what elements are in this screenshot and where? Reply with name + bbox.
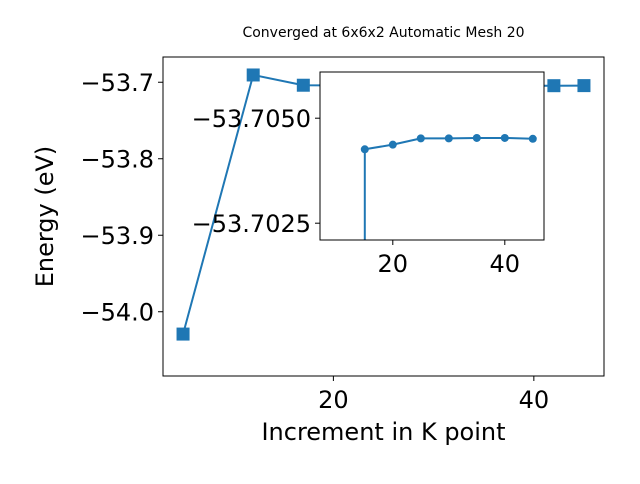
inset-data-point-6 [500, 133, 509, 142]
main-axes-frame [162, 56, 605, 377]
inset-data-point-1 [360, 145, 369, 154]
main-data-point-2 [296, 78, 310, 92]
inset-axes-frame [319, 71, 545, 241]
inset-series-line [363, 136, 533, 240]
main-data-point-1 [246, 68, 260, 82]
main-data-point-8 [577, 79, 591, 93]
main-data-point-0 [176, 327, 190, 341]
inset-data-point-3 [416, 134, 425, 143]
inset-plot-area [320, 72, 544, 240]
chart-title: Converged at 6x6x2 Automatic Mesh 20 [242, 25, 524, 41]
y-axis-label: Energy (eV) [31, 146, 59, 288]
inset-data-point-2 [388, 140, 397, 149]
x-axis-label: Increment in K point [261, 418, 505, 446]
inset-data-point-4 [444, 134, 453, 143]
inset-x-tick-label-0: 20 [378, 250, 409, 278]
main-y-tick-label-2: −53.8 [80, 146, 154, 174]
inset-panel: 20 40 −53.7050 −53.7025 [192, 71, 545, 278]
main-x-tick-label-1: 40 [519, 386, 550, 414]
inset-x-tick-label-1: 40 [490, 250, 521, 278]
inset-y-tick-label-1: −53.7025 [192, 210, 311, 238]
inset-y-tick-label-0: −53.7050 [192, 105, 311, 133]
inset-data-point-7 [528, 134, 537, 143]
main-y-tick-label-3: −53.7 [80, 69, 154, 97]
main-data-point-7 [547, 79, 561, 93]
main-x-tick-label-0: 20 [318, 386, 349, 414]
inset-data-point-5 [472, 133, 481, 142]
main-y-tick-label-0: −54.0 [80, 299, 154, 327]
main-y-tick-label-1: −53.9 [80, 222, 154, 250]
